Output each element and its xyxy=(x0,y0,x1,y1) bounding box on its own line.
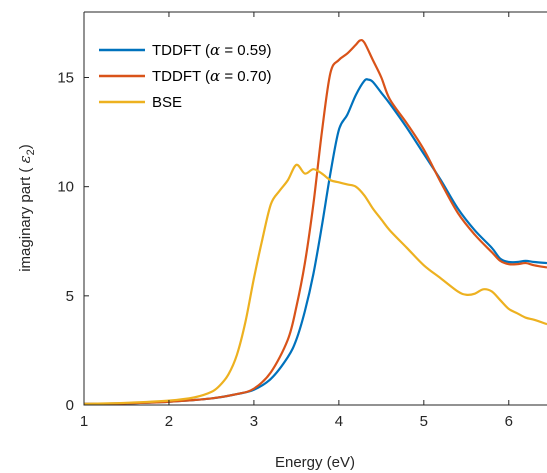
y-tick-label: 0 xyxy=(66,397,74,414)
series-layer xyxy=(83,38,547,406)
legend-label-bse: BSE xyxy=(152,94,182,111)
y-axis-label-close: ) xyxy=(17,144,34,149)
legend: TDDFT (α = 0.59) TDDFT (α = 0.70) BSE xyxy=(99,41,271,111)
y-axis-label-subscript: 2 xyxy=(25,149,37,155)
series-line-bse xyxy=(83,163,547,406)
legend-label-tddft-070: TDDFT (α = 0.70) xyxy=(152,67,271,85)
series-line-tddft-059 xyxy=(83,78,547,406)
x-axis-label: Energy (eV) xyxy=(275,454,355,471)
x-tick-label: 6 xyxy=(505,413,513,430)
y-tick-label: 15 xyxy=(57,70,74,87)
x-tick-label: 3 xyxy=(250,413,258,430)
x-tick-label: 1 xyxy=(80,413,88,430)
y-axis: 0 5 10 15 xyxy=(57,70,89,414)
legend-label-tddft-059: TDDFT (α = 0.59) xyxy=(152,41,271,59)
y-axis-label: imaginary part ( ε2) xyxy=(16,144,37,272)
x-tick-label: 4 xyxy=(335,413,343,430)
series-line-tddft-070 xyxy=(83,38,547,406)
y-axis-label-symbol: ε xyxy=(16,155,34,163)
y-tick-label: 5 xyxy=(66,288,74,305)
x-tick-label: 2 xyxy=(165,413,173,430)
x-axis: 1 2 3 4 5 6 xyxy=(80,12,513,430)
plot-area xyxy=(84,12,547,405)
x-tick-label: 5 xyxy=(420,413,428,430)
y-axis-label-main: imaginary part ( xyxy=(17,163,34,271)
y-tick-label: 10 xyxy=(57,179,74,196)
